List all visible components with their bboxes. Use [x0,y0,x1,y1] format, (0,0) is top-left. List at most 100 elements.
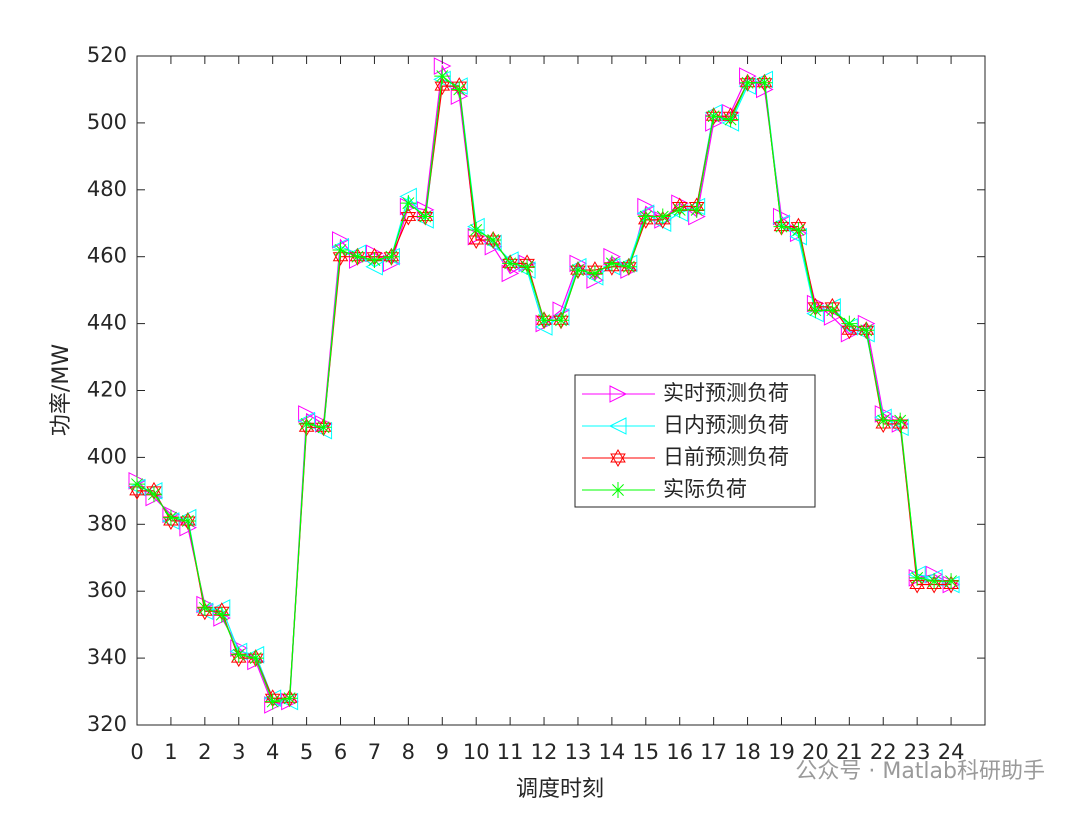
x-tick-label: 16 [666,740,693,764]
point-marker [536,312,553,329]
point-marker [943,573,960,590]
point-marker [637,208,654,225]
point-marker [841,315,858,332]
y-tick-label: 340 [87,645,127,669]
y-tick-label: 360 [87,578,127,602]
x-tick-label: 19 [768,740,795,764]
point-marker [451,81,468,98]
point-marker [400,195,417,212]
series [129,68,960,710]
legend-label: 日前预测负荷 [663,445,789,469]
y-tick-label: 500 [87,110,127,134]
y-axis-label: 功率/MW [49,344,74,436]
point-marker [349,248,366,265]
point-marker [281,690,298,707]
x-tick-label: 1 [164,740,177,764]
x-tick-label: 13 [565,740,592,764]
point-marker [315,419,332,436]
x-tick-label: 22 [870,740,897,764]
x-tick-label: 18 [734,740,761,764]
point-marker [807,302,824,319]
x-tick-label: 4 [266,740,279,764]
point-marker [519,258,536,275]
legend-marker [610,448,626,468]
point-marker [502,255,519,272]
point-marker [756,74,773,91]
x-tick-label: 10 [463,740,490,764]
y-tick-label: 380 [87,511,127,535]
legend-label: 实际负荷 [663,477,747,501]
point-marker [603,255,620,272]
point-marker [620,258,637,275]
point-marker [383,248,400,265]
y-tick-label: 320 [87,712,127,736]
x-axis-label: 调度时刻 [516,777,604,802]
point-marker [586,265,603,282]
y-tick-label: 520 [87,43,127,67]
legend-label: 日内预测负荷 [663,413,789,437]
x-tick-label: 17 [700,740,727,764]
point-marker [773,218,790,235]
point-marker [247,650,264,667]
point-marker [926,573,943,590]
watermark: 公众号 · Matlab科研助手 [795,759,1045,784]
point-marker [790,221,807,238]
point-marker [671,201,688,218]
x-tick-label: 2 [198,740,211,764]
x-tick-label: 12 [531,740,558,764]
point-marker [892,412,909,429]
legend-marker [609,385,628,403]
point-marker [858,322,875,339]
x-tick-label: 15 [632,740,659,764]
x-tick-label: 11 [497,740,524,764]
x-tick-label: 21 [836,740,863,764]
x-tick-label: 8 [402,740,415,764]
point-marker [739,74,756,91]
point-marker [417,208,434,225]
y-tick-label: 400 [87,444,127,468]
x-tick-label: 3 [232,740,245,764]
legend-marker [610,482,626,498]
point-marker [264,693,281,710]
x-tick-label: 14 [599,740,626,764]
y-tick-label: 480 [87,177,127,201]
x-tick-label: 20 [802,740,829,764]
y-tick-label: 460 [87,244,127,268]
x-tick-label: 5 [300,740,313,764]
point-marker [909,569,926,586]
point-marker [654,208,671,225]
point-marker [366,252,383,269]
point-marker [230,646,247,663]
x-tick-label: 9 [436,740,449,764]
point-marker [688,201,705,218]
point-marker [129,476,145,493]
point-marker [332,242,349,259]
point-marker [569,262,586,279]
point-marker [179,512,196,529]
point-marker [145,486,162,503]
point-marker [553,312,569,329]
point-marker [162,509,179,526]
legend-box [574,374,816,508]
point-marker [196,599,213,616]
y-tick-label: 420 [87,378,127,402]
x-tick-label: 24 [938,740,965,764]
x-tick-label: 6 [334,740,347,764]
legend-marker [608,417,627,435]
point-marker [468,221,485,238]
point-marker [485,231,502,248]
point-marker [705,108,722,125]
plot-frame [136,55,986,726]
x-tick-label: 23 [904,740,931,764]
plot-area [127,57,961,714]
point-marker [434,68,451,85]
point-marker [875,412,892,429]
point-marker [722,111,739,128]
y-tick-label: 440 [87,311,127,335]
point-marker [298,415,315,432]
point-marker [213,606,230,623]
x-tick-label: 0 [130,740,143,764]
